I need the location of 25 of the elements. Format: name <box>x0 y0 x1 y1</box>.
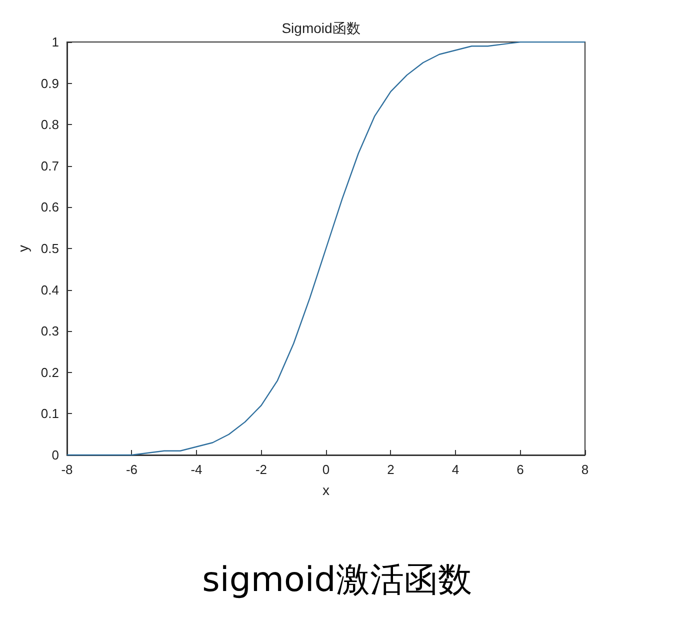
chart-title: Sigmoid函数 <box>282 20 360 36</box>
y-tick-label: 0.5 <box>40 241 59 256</box>
y-tick-label: 1 <box>52 34 59 50</box>
x-tick-label: 2 <box>387 462 394 477</box>
x-tick-label: 8 <box>581 462 589 477</box>
x-tick-label: 0 <box>322 462 330 477</box>
x-tick-label: -2 <box>255 462 268 477</box>
y-tick-label: 0.8 <box>40 117 59 132</box>
text: sigmoid激活函数 <box>202 560 472 600</box>
y-tick-label: 0.7 <box>40 158 59 174</box>
x-tick-label: 6 <box>516 462 524 477</box>
y-tick-label: 0.9 <box>40 76 59 91</box>
y-axis-title: y <box>15 245 31 252</box>
y-tick-label: 0.6 <box>40 200 59 215</box>
line-series <box>66 41 586 456</box>
x-tick-label: -8 <box>61 462 73 477</box>
y-tick-label: 0.1 <box>40 406 59 422</box>
y-tick-label: 0.3 <box>40 324 59 339</box>
x-tick-label: -6 <box>126 462 138 477</box>
y-tick-label: 0 <box>52 448 59 462</box>
x-axis-title: x <box>322 482 330 498</box>
x-tick-label: 4 <box>452 462 460 477</box>
x-tick-label: -4 <box>190 462 202 477</box>
y-tick-label: 0.4 <box>40 282 59 298</box>
y-tick-label: 0.2 <box>40 364 59 380</box>
